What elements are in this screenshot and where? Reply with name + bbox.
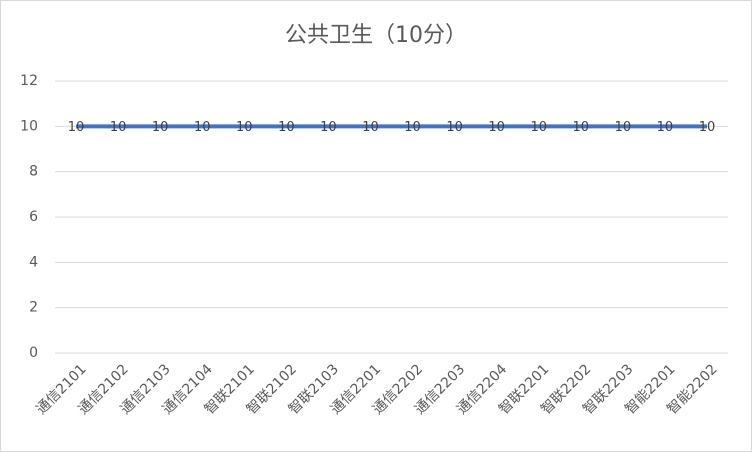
y-tick-label: 6 xyxy=(29,209,38,225)
data-label: 10 xyxy=(278,120,295,135)
data-label: 10 xyxy=(194,120,211,135)
y-tick-label: 0 xyxy=(29,345,38,361)
data-label: 10 xyxy=(68,120,85,135)
data-label: 10 xyxy=(615,120,632,135)
data-label: 10 xyxy=(362,120,379,135)
y-tick-label: 2 xyxy=(29,300,38,316)
y-tick-label: 8 xyxy=(29,164,38,180)
data-label: 10 xyxy=(110,120,127,135)
data-label: 10 xyxy=(488,120,505,135)
data-label: 10 xyxy=(573,120,590,135)
data-label: 10 xyxy=(404,120,421,135)
data-label: 10 xyxy=(236,120,253,135)
data-label: 10 xyxy=(657,120,674,135)
data-label: 10 xyxy=(152,120,169,135)
chart-title: 公共卫生（10分） xyxy=(285,23,467,48)
data-label: 10 xyxy=(446,120,463,135)
y-tick-label: 12 xyxy=(20,73,38,89)
data-label: 10 xyxy=(699,120,716,135)
y-tick-label: 4 xyxy=(29,254,38,270)
data-label: 10 xyxy=(320,120,337,135)
data-label: 10 xyxy=(530,120,547,135)
y-tick-label: 10 xyxy=(20,118,38,134)
